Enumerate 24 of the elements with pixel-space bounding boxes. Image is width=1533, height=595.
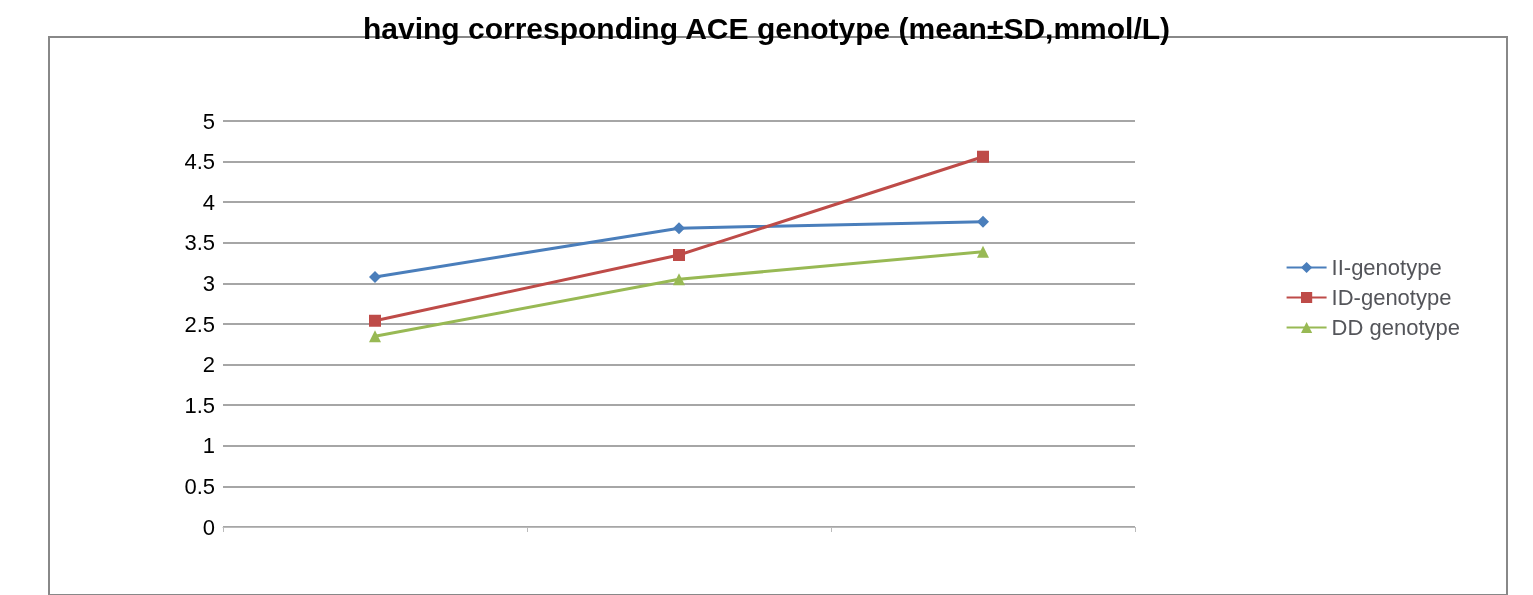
point bbox=[673, 222, 685, 235]
y-tick-label: 1 bbox=[202, 433, 215, 459]
point bbox=[673, 248, 685, 261]
legend-label: ID-genotype bbox=[1331, 285, 1452, 310]
point bbox=[977, 215, 989, 228]
legend-label: DD genotype bbox=[1331, 315, 1461, 340]
y-tick-label: 2.5 bbox=[184, 311, 215, 337]
y-tick-label: 3 bbox=[202, 270, 215, 296]
point bbox=[369, 314, 381, 327]
point bbox=[673, 273, 685, 286]
y-tick-label: 4 bbox=[202, 189, 215, 215]
y-tick-label: 0 bbox=[202, 514, 215, 540]
y-tick-label: 3.5 bbox=[184, 230, 215, 256]
chart-title: having corresponding ACE genotype (mean±SD,mmol/L) bbox=[362, 11, 1171, 45]
legend-label: II-genotype bbox=[1331, 255, 1442, 280]
point bbox=[977, 150, 989, 163]
y-tick-label: 1.5 bbox=[184, 392, 215, 418]
point bbox=[369, 330, 381, 343]
y-tick-label: 0.5 bbox=[184, 473, 215, 499]
y-tick-label: 4.5 bbox=[184, 149, 215, 175]
point bbox=[977, 245, 989, 258]
y-tick-label: 2 bbox=[202, 352, 215, 378]
point bbox=[369, 270, 381, 283]
y-tick-label: 5 bbox=[202, 108, 215, 134]
